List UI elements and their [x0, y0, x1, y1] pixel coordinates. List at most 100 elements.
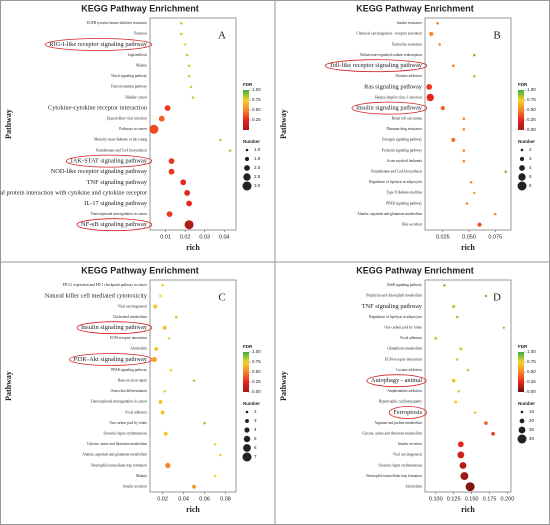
point [472, 53, 476, 57]
highlight-ellipse [76, 321, 153, 335]
colorbar-tick-label: 0.50 [527, 107, 536, 112]
y-tick-label: Cocaine addiction [396, 368, 422, 372]
y-tick-label: Natural killer cell mediated cytotoxicit… [45, 292, 148, 299]
highlight-ellipse [388, 406, 427, 419]
point [192, 484, 196, 489]
y-tick-label: Bladder cancer [125, 95, 147, 99]
y-tick-label: Osteoclast differentiation [111, 389, 148, 393]
y-tick-label: Systemic lupus erythematosus [378, 463, 422, 467]
size-legend-label: 20 [529, 418, 535, 423]
y-tick-label: Estrogen signaling pathway [382, 138, 422, 142]
size-legend-title: Number [243, 401, 260, 406]
size-legend-circle [242, 181, 252, 191]
y-tick-label: Base excision repair [118, 379, 148, 383]
point [183, 43, 187, 46]
chart-title: KEGG Pathway Enrichment [356, 265, 474, 275]
y-tick-label: Insulin resistance [397, 21, 422, 25]
point [153, 304, 158, 309]
x-tick-label: 0.06 [199, 496, 210, 502]
y-tick-label: Transcriptional misregulation in cancer [91, 212, 148, 216]
y-tick-label: ErbB signaling pathway [387, 283, 422, 287]
x-tick-label: 0.125 [447, 496, 461, 502]
y-tick-label: Platinum drug resistance [386, 127, 422, 131]
panel-label: A [218, 30, 226, 42]
x-tick-label: 0.150 [465, 496, 479, 502]
y-tick-label: Focal adhesion [400, 336, 422, 340]
colorbar-tick-label: 1.00 [527, 349, 536, 354]
point [443, 284, 446, 287]
point [154, 346, 159, 351]
panel-label: C [218, 292, 225, 304]
point [426, 84, 433, 90]
color-legend-title: FDR [518, 82, 528, 87]
point [189, 85, 193, 89]
size-legend-label: 2 [254, 409, 257, 414]
plot-frame [149, 17, 237, 231]
point [186, 200, 192, 207]
y-tick-label: TNF signaling pathway [362, 303, 423, 310]
y-tick-label: TNF signaling pathway [87, 179, 148, 186]
y-tick-label: Maturity onset diabetes of the young [94, 138, 147, 142]
point [466, 368, 470, 372]
colorbar [518, 90, 524, 130]
point [472, 75, 476, 78]
point [218, 453, 222, 457]
x-tick-label: 0.025 [436, 234, 450, 240]
size-legend-label: 5 [529, 174, 532, 179]
panel-label: B [493, 30, 500, 42]
x-tick-label: 0.04 [178, 496, 189, 502]
point [203, 421, 206, 425]
size-legend-circle [245, 419, 249, 423]
y-tick-label: ECM-receptor interaction [385, 357, 422, 361]
size-legend-title: Number [243, 139, 260, 144]
point [502, 326, 505, 329]
y-tick-label: Insulin signaling pathway [81, 324, 148, 331]
y-tick-label: Alanine, aspartate and glutamate metabol… [82, 453, 147, 458]
size-legend-label: 7 [254, 454, 257, 459]
y-axis-label: Pathway [279, 109, 288, 139]
point [228, 149, 232, 152]
point [451, 137, 456, 142]
y-tick-label: PPAR signaling pathway [111, 368, 147, 372]
point [457, 441, 464, 448]
size-legend-label: 2.0 [254, 165, 261, 170]
y-tick-label: Endocrine resistance [392, 42, 422, 46]
y-tick-label: Glycine, serine and threonine metabolism [87, 442, 147, 447]
y-tick-label: Porphyrin and chlorophyll metabolism [366, 294, 422, 298]
y-tick-label: Neutrophil extracellular trap formation [91, 463, 147, 467]
point [192, 379, 196, 383]
colorbar-tick-label: 0.25 [527, 117, 536, 122]
size-legend-title: Number [518, 139, 535, 144]
x-tick-label: 0.01 [160, 234, 171, 240]
y-tick-label: Autophagy - animal [371, 377, 422, 384]
size-legend-circle [517, 434, 527, 444]
point [493, 212, 497, 216]
highlight-ellipse [76, 218, 153, 232]
color-legend-title: FDR [243, 344, 253, 349]
y-tick-label: Viral protein interaction with cytokine … [0, 189, 148, 196]
size-legend-circle [243, 435, 251, 443]
colorbar [243, 90, 249, 130]
y-axis-label: Pathway [279, 371, 288, 401]
point [191, 96, 195, 99]
y-tick-label: Insulin secretion [398, 442, 422, 446]
size-legend-circle [517, 181, 527, 191]
point [452, 304, 456, 309]
y-tick-label: Renal cell carcinoma [392, 117, 423, 121]
y-tick-label: Transcriptional misregulation in cancer [91, 400, 148, 404]
size-legend-label: 2.5 [254, 174, 261, 179]
point [484, 421, 488, 425]
x-axis-label: rich [186, 505, 200, 514]
point [455, 315, 459, 319]
point [213, 474, 217, 478]
point [429, 31, 434, 36]
point [491, 431, 495, 436]
y-tick-label: Bile secretion [402, 223, 422, 227]
y-tick-label: Hypertrophic cardiomyopathy [379, 400, 423, 404]
point [477, 222, 482, 227]
point [219, 138, 222, 142]
point [165, 462, 171, 469]
highlight-ellipse [324, 59, 428, 73]
plot-frame [424, 279, 512, 493]
point [174, 315, 178, 319]
